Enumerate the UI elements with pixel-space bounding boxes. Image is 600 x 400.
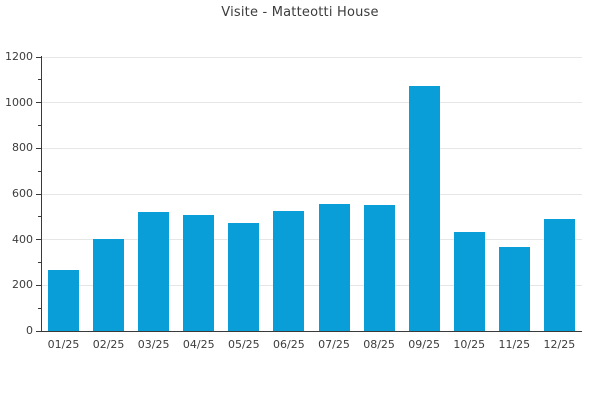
y-tick-label: 0 xyxy=(26,324,33,337)
y-major-tick xyxy=(36,330,41,332)
gridline xyxy=(41,193,582,195)
y-major-tick xyxy=(36,56,41,58)
x-tick-label: 03/25 xyxy=(137,338,170,351)
y-minor-tick xyxy=(38,262,41,263)
y-major-tick xyxy=(36,193,41,195)
x-tick-label: 01/25 xyxy=(47,338,80,351)
y-tick-label: 200 xyxy=(12,278,33,292)
gridline xyxy=(41,56,582,58)
y-tick-label: 600 xyxy=(12,187,33,200)
y-minor-tick xyxy=(38,79,41,81)
bar xyxy=(408,85,440,331)
bar xyxy=(453,231,485,331)
x-tick-label: 02/25 xyxy=(92,338,125,351)
y-minor-tick xyxy=(38,170,41,172)
y-axis-line xyxy=(41,56,42,331)
y-tick-label: 1200 xyxy=(5,50,33,63)
x-tick-label: 07/25 xyxy=(318,338,350,351)
x-tick-label: 10/25 xyxy=(453,338,486,351)
bar xyxy=(138,212,170,331)
bar xyxy=(498,246,530,331)
x-tick-label: 09/25 xyxy=(408,338,440,351)
y-major-tick xyxy=(36,239,41,241)
chart-title: Visite - Matteotti House xyxy=(221,5,379,20)
x-tick-label: 06/25 xyxy=(273,338,305,351)
x-tick-label: 12/25 xyxy=(543,338,576,351)
x-tick-label: 04/25 xyxy=(182,338,215,351)
bar xyxy=(363,205,395,331)
y-minor-tick xyxy=(38,216,41,218)
bar xyxy=(273,211,305,331)
x-axis-line xyxy=(41,331,582,332)
bar xyxy=(543,219,575,331)
x-tick-label: 11/25 xyxy=(498,338,531,351)
bar xyxy=(93,238,125,331)
bar xyxy=(318,204,350,331)
x-tick-label: 05/25 xyxy=(227,338,260,351)
x-tick-label: 08/25 xyxy=(363,338,395,351)
y-major-tick xyxy=(36,284,41,286)
y-minor-tick xyxy=(38,125,41,126)
gridline xyxy=(41,284,582,286)
gridline xyxy=(41,147,582,149)
bar xyxy=(228,222,260,331)
y-minor-tick xyxy=(38,307,41,309)
bar xyxy=(48,270,80,331)
y-major-tick xyxy=(36,147,41,149)
bar xyxy=(183,214,215,331)
y-major-tick xyxy=(36,102,41,104)
y-tick-label: 1000 xyxy=(5,95,33,109)
gridline xyxy=(41,239,582,241)
y-tick-label: 800 xyxy=(12,141,33,155)
gridline xyxy=(41,102,582,104)
y-tick-label: 400 xyxy=(12,232,33,246)
